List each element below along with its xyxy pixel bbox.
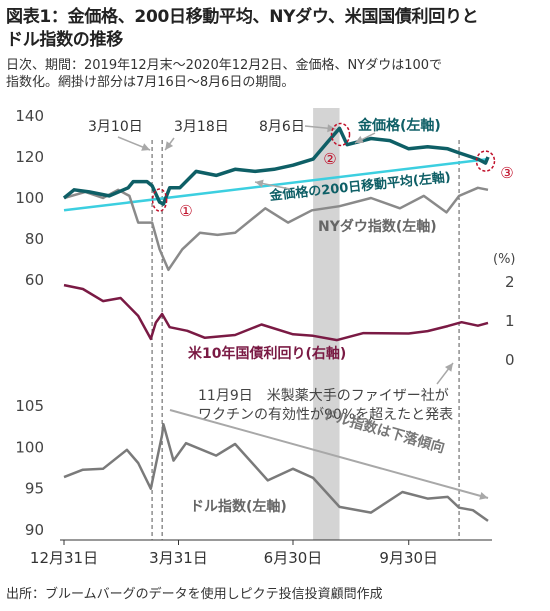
annotation-pfizer-line2: ワクチンの有効性が90%を超えたと発表	[198, 407, 453, 423]
series-label-dollar: ドル指数(左軸)	[190, 498, 287, 515]
y-tick-right: 2	[505, 273, 515, 291]
subtitle-line-1: 日次、期間：2019年12月末～2020年12月2日、金価格、NYダウは100で	[6, 58, 443, 73]
annotation-mar10: 3月10日	[88, 119, 143, 135]
shaded-period	[313, 108, 340, 540]
x-tick-label: 3月31日	[149, 549, 208, 567]
series-label-gold: 金価格(左軸)	[357, 117, 441, 134]
trend-arrow-dollar	[169, 409, 489, 500]
annotation-arrow-pfizer	[436, 362, 454, 385]
y-tick-left-lower: 100	[15, 438, 44, 456]
page-title: 図表1：金価格、200日移動平均、NYダウ、米国国債利回りと ドル指数の推移	[6, 6, 544, 52]
y-tick-right: 1	[505, 312, 515, 330]
annotation-arrow-pfizer-head	[444, 363, 453, 372]
annotation-mar18: 3月18日	[174, 119, 229, 135]
y-tick-left-lower: 95	[25, 480, 44, 498]
annotation-arrow-gold-label-head	[355, 135, 364, 143]
annotation-arrow-gold-label	[354, 132, 376, 144]
marker-circle-2	[330, 122, 351, 147]
subtitle-line-2: 指数化。網掛け部分は7月16日～8月6日の期間。	[6, 75, 295, 90]
marker-label-3: ③	[500, 164, 513, 182]
source-note: 出所：ブルームバーグのデータを使用しピクテ投信投資顧問作成	[6, 587, 383, 602]
annotation-pfizer-line1: 11月9日 米製薬大手のファイザー社が	[198, 388, 449, 404]
series-line-nydow	[63, 186, 489, 272]
x-tick-label: 12月31日	[30, 549, 98, 567]
annotation-aug6: 8月6日	[259, 119, 305, 135]
title-line-2: ドル指数の推移	[6, 30, 123, 50]
annotation-arrow-mar10-head	[141, 143, 151, 151]
y-tick-left-lower: 105	[15, 397, 44, 415]
marker-label-1: ①	[179, 202, 192, 220]
annotation-arrow-aug6-head	[327, 124, 336, 133]
annotation-arrow-aug6	[304, 124, 336, 133]
x-tick-label: 6月30日	[264, 549, 323, 567]
trend-arrow-dollar-head	[479, 492, 488, 500]
marker-circle-1	[151, 188, 168, 212]
annotation-arrow-mar18	[164, 137, 175, 151]
chart-subtitle: 日次、期間：2019年12月末～2020年12月2日、金価格、NYダウは100で…	[6, 57, 544, 91]
marker-label-2: ②	[323, 150, 336, 168]
series-line-yield	[63, 283, 489, 342]
y-tick-left-upper: 140	[15, 107, 44, 125]
y-tick-left-upper: 100	[15, 189, 44, 207]
annotation-arrow-mar18-head	[165, 141, 174, 150]
annotation-arrow-ma200-label	[254, 179, 291, 190]
series-line-gold	[62, 126, 490, 206]
x-tick-label: 9月30日	[379, 549, 438, 567]
trend-arrow-dollar-shaft	[169, 409, 489, 499]
series-line-dollar	[63, 422, 489, 522]
y-tick-left-lower: 90	[25, 521, 44, 539]
y-axis-unit-right: (%)	[493, 252, 516, 267]
marker-circle-3	[475, 150, 496, 172]
y-tick-left-upper: 120	[15, 148, 44, 166]
annotation-arrow-mar10	[117, 136, 151, 151]
y-tick-left-upper: 60	[25, 271, 44, 289]
series-label-nydow: NYダウ指数(左軸)	[318, 218, 437, 235]
y-tick-right: 0	[505, 351, 515, 369]
series-label-yield: 米10年国債利回り(右軸)	[188, 345, 346, 362]
series-line-ma200	[63, 157, 489, 212]
annotation-arrow-ma200-label-head	[255, 179, 264, 188]
y-tick-left-upper: 80	[25, 230, 44, 248]
title-line-1: 図表1：金価格、200日移動平均、NYダウ、米国国債利回りと	[6, 7, 479, 27]
